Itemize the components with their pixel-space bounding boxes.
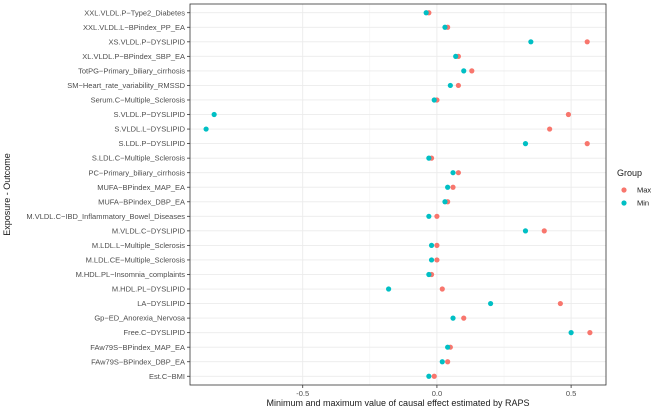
point-min [431, 97, 437, 103]
y-tick-label: Free.C−DYSLIPID [124, 328, 186, 337]
point-max [587, 330, 593, 336]
point-min [445, 344, 451, 350]
point-max [547, 126, 553, 132]
point-min [445, 184, 451, 190]
y-tick-label: MUFA−BPindex_MAP_EA [97, 183, 185, 192]
point-max [434, 242, 440, 248]
legend: Group Max Min [617, 168, 651, 208]
legend-label-max: Max [637, 186, 651, 195]
point-min [428, 242, 435, 248]
point-max [557, 300, 563, 307]
point-min [426, 271, 432, 278]
legend-key-min [621, 200, 627, 206]
y-tick-label: M.LDL.CE−Multiple_Sclerosis [86, 256, 186, 265]
point-min [453, 53, 459, 59]
point-max [584, 141, 590, 147]
y-tick-label: Est.C−BMI [149, 372, 185, 381]
point-max [541, 228, 547, 234]
y-tick-label: LA−DYSLIPID [137, 299, 185, 308]
point-min [450, 315, 456, 321]
point-min [522, 141, 529, 147]
x-tick-label: 0.5 [566, 389, 576, 398]
y-tick-label: PC−Primary_biliary_cirrhosis [89, 168, 186, 177]
y-tick-label: S.VLDL.L−DYSLIPID [114, 125, 185, 134]
point-min [203, 126, 209, 132]
point-min [568, 330, 574, 336]
y-tick-label: M.HDL.PL−DYSLIPID [112, 285, 186, 294]
point-max [455, 170, 461, 176]
y-tick-label: M.VLDL.C−DYSLIPID [112, 226, 186, 235]
y-tick-label: Gp−ED_Anorexia_Nervosa [94, 314, 186, 323]
point-max [584, 39, 590, 45]
point-min [522, 228, 529, 234]
data-points [203, 10, 593, 379]
x-tick-label: 0.0 [432, 389, 442, 398]
y-tick-label: FAw79S−BPindex_MAP_EA [90, 343, 185, 352]
point-min [426, 373, 432, 379]
point-min [487, 300, 494, 307]
y-tick-label: SM−Heart_rate_variability_RMSSD [67, 81, 185, 90]
y-axis-title: Exposure - Outcome [2, 153, 12, 236]
y-tick-label: M.HDL.PL−Insomnia_complaints [76, 270, 186, 279]
point-min [428, 257, 435, 263]
y-tick-label: TotPG−Primary_biliary_cirrhosis [78, 66, 185, 75]
point-max [439, 286, 445, 292]
y-tick-label: S.LDL.P−DYSLIPID [119, 139, 186, 148]
y-tick-label: M.LDL.L−Multiple_Sclerosis [92, 241, 185, 250]
point-max [445, 359, 451, 365]
y-tick-label: XS.VLDL.P−DYSLIPID [109, 37, 186, 46]
point-min [439, 359, 445, 365]
legend-label-min: Min [637, 199, 649, 208]
y-tick-label: M.VLDL.C−IBD_Inflammatory_Bowel_Diseases [26, 212, 185, 221]
x-axis: -0.5 0.0 0.5 [296, 385, 576, 398]
y-tick-label: MUFA−BPindex_DBP_EA [98, 197, 185, 206]
point-min [461, 68, 467, 74]
y-tick-label: FAw79S−BPindex_DBP_EA [91, 357, 185, 366]
y-tick-label: S.VLDL.P−DYSLIPID [114, 110, 186, 119]
point-min [528, 39, 534, 45]
grid-lines [190, 4, 606, 385]
y-tick-label: XXL.VLDL.P−Type2_Diabetes [84, 8, 185, 17]
point-max [461, 315, 467, 321]
point-min [426, 213, 432, 219]
x-axis-title: Minimum and maximum value of causal effe… [267, 398, 530, 408]
point-max [431, 373, 437, 379]
point-min [450, 170, 456, 176]
point-min [211, 111, 217, 118]
y-tick-label: XXL.VLDL.L−BPindex_PP_EA [83, 23, 185, 32]
legend-title: Group [617, 168, 642, 178]
y-tick-label: Serum.C−Multiple_Sclerosis [91, 96, 186, 105]
point-max [469, 68, 475, 74]
point-min [386, 286, 392, 292]
point-min [423, 10, 429, 16]
point-max [565, 111, 572, 118]
point-max [450, 184, 456, 190]
panel-border [189, 3, 607, 386]
y-axis: XXL.VLDL.P−Type2_Diabetes XXL.VLDL.L−BPin… [26, 8, 190, 381]
point-max [434, 213, 440, 219]
point-min [442, 199, 448, 205]
point-max [455, 82, 461, 89]
y-tick-label: XL.VLDL.P−BPindex_SBP_EA [82, 52, 185, 61]
point-min [447, 82, 453, 89]
point-max [434, 257, 440, 263]
y-tick-label: S.LDL.C−Multiple_Sclerosis [92, 154, 185, 163]
point-min [442, 24, 448, 30]
legend-key-max [621, 187, 627, 193]
point-min [426, 155, 432, 161]
x-tick-label: -0.5 [296, 389, 309, 398]
